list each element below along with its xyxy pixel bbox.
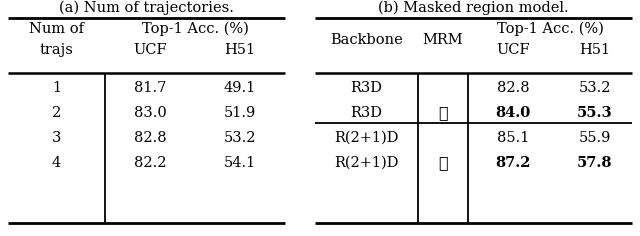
Text: 3: 3	[52, 131, 61, 145]
Text: R(2+1)D: R(2+1)D	[334, 156, 399, 170]
Text: (b) Masked region model.: (b) Masked region model.	[378, 1, 569, 15]
Text: 83.0: 83.0	[134, 106, 166, 120]
Text: 1: 1	[52, 81, 61, 95]
Text: 82.8: 82.8	[134, 131, 166, 145]
Text: 82.2: 82.2	[134, 156, 166, 170]
Text: H51: H51	[579, 43, 611, 57]
Text: MRM: MRM	[422, 33, 463, 46]
Text: Top-1 Acc. (%): Top-1 Acc. (%)	[141, 22, 248, 36]
Text: UCF: UCF	[496, 43, 530, 57]
Text: Backbone: Backbone	[330, 33, 403, 46]
Text: 82.8: 82.8	[497, 81, 529, 95]
Text: 51.9: 51.9	[224, 106, 256, 120]
Text: 53.2: 53.2	[579, 81, 611, 95]
Text: UCF: UCF	[133, 43, 167, 57]
Text: 84.0: 84.0	[495, 106, 531, 120]
Text: R(2+1)D: R(2+1)D	[334, 131, 399, 145]
Text: 49.1: 49.1	[224, 81, 256, 95]
Text: 87.2: 87.2	[495, 156, 531, 170]
Text: Top-1 Acc. (%): Top-1 Acc. (%)	[497, 22, 604, 36]
Text: 4: 4	[52, 156, 61, 170]
Text: 55.3: 55.3	[577, 106, 613, 120]
Text: 53.2: 53.2	[224, 131, 256, 145]
Text: R3D: R3D	[351, 81, 383, 95]
Text: ✓: ✓	[438, 105, 448, 122]
Text: 81.7: 81.7	[134, 81, 166, 95]
Text: (a) Num of trajectories.: (a) Num of trajectories.	[59, 1, 234, 15]
Text: Num of: Num of	[29, 22, 84, 36]
Text: 57.8: 57.8	[577, 156, 612, 170]
Text: R3D: R3D	[351, 106, 383, 120]
Text: ✓: ✓	[438, 155, 448, 172]
Text: trajs: trajs	[40, 43, 74, 57]
Text: H51: H51	[225, 43, 255, 57]
Text: 54.1: 54.1	[224, 156, 256, 170]
Text: 55.9: 55.9	[579, 131, 611, 145]
Text: 2: 2	[52, 106, 61, 120]
Text: 85.1: 85.1	[497, 131, 529, 145]
